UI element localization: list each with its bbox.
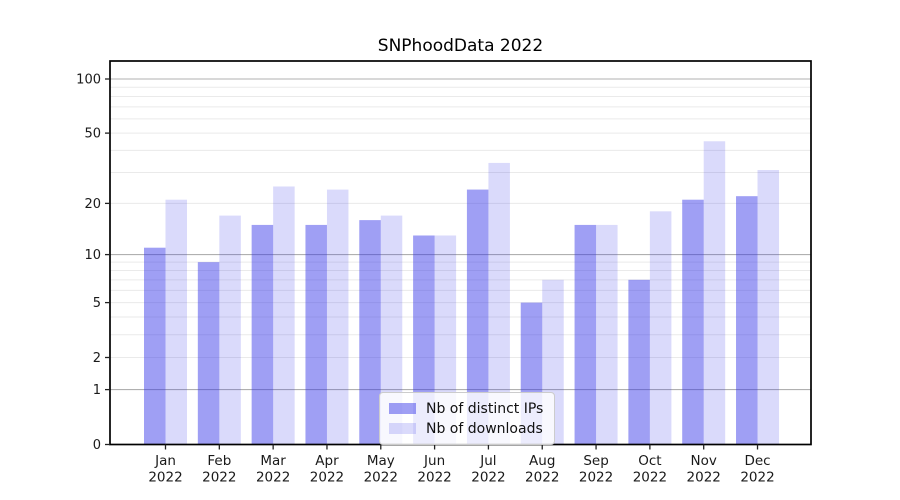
legend-label-distinct-ips: Nb of distinct IPs — [426, 400, 544, 417]
x-tick-label-year: 2022 — [256, 470, 290, 486]
y-tick-label: 1 — [93, 383, 101, 398]
major-gridlines — [110, 78, 811, 391]
x-tick-label-month: Jun — [423, 453, 445, 469]
y-tick-label: 100 — [76, 73, 101, 88]
y-tick-label: 2 — [93, 351, 101, 366]
x-tick-label-month: Mar — [260, 453, 286, 469]
bar-downloads — [219, 215, 241, 445]
minor-gridlines — [110, 86, 811, 358]
bar-downloads — [326, 189, 349, 445]
legend-swatch-distinct-ips-icon — [389, 403, 416, 414]
legend: Nb of distinct IPs Nb of downloads — [379, 392, 556, 445]
x-tick-label-year: 2022 — [687, 470, 721, 486]
bar-distinct-ips — [736, 196, 758, 445]
x-tick-label-month: Jan — [154, 453, 176, 469]
bar-distinct-ips — [197, 262, 220, 445]
x-tick-label-month: Feb — [207, 453, 231, 469]
bar-distinct-ips — [466, 189, 489, 445]
x-tick-label-year: 2022 — [579, 470, 613, 486]
x-tick-label-year: 2022 — [471, 470, 505, 486]
bar-downloads — [165, 199, 187, 445]
x-tick-label-year: 2022 — [417, 470, 451, 486]
x-tick-label-year: 2022 — [364, 470, 398, 486]
bar-downloads — [596, 224, 618, 445]
bar-downloads — [273, 186, 295, 445]
x-tick-label-year: 2022 — [310, 470, 344, 486]
x-tick-label-month: May — [367, 453, 395, 469]
y-tick-label: 10 — [84, 248, 101, 263]
legend-item-distinct-ips: Nb of distinct IPs — [389, 399, 543, 418]
x-tick-label-year: 2022 — [202, 470, 236, 486]
x-axis: Jan2022Feb2022Mar2022Apr2022May2022Jun20… — [148, 444, 775, 486]
bar-downloads — [757, 170, 780, 445]
x-tick-label-month: Aug — [529, 453, 555, 469]
bar-distinct-ips — [682, 199, 704, 445]
bar-distinct-ips — [628, 279, 650, 445]
y-tick-label: 20 — [84, 197, 101, 212]
x-tick-label-year: 2022 — [740, 470, 774, 486]
x-tick-label-month: Sep — [583, 453, 608, 469]
y-tick-label: 50 — [84, 127, 101, 142]
x-tick-label-month: Jul — [479, 453, 496, 469]
x-tick-label-year: 2022 — [633, 470, 667, 486]
bar-distinct-ips — [144, 247, 166, 445]
bar-distinct-ips — [359, 220, 381, 445]
legend-label-downloads: Nb of downloads — [426, 420, 543, 437]
x-tick-label-month: Oct — [638, 453, 661, 469]
series-downloads — [165, 141, 780, 445]
bar-downloads — [380, 215, 403, 445]
x-tick-label-month: Apr — [315, 453, 339, 469]
legend-swatch-downloads-icon — [389, 423, 416, 434]
bar-distinct-ips — [305, 224, 327, 445]
bar-downloads — [488, 162, 510, 445]
bar-distinct-ips — [574, 224, 597, 445]
bar-downloads — [703, 141, 726, 445]
legend-item-downloads: Nb of downloads — [389, 419, 543, 438]
chart-title: SNPhoodData 2022 — [377, 36, 544, 56]
x-tick-label-month: Dec — [744, 453, 770, 469]
y-tick-label: 0 — [93, 438, 101, 453]
x-tick-label-year: 2022 — [525, 470, 559, 486]
bar-distinct-ips — [251, 224, 274, 445]
x-tick-label-month: Nov — [691, 453, 717, 469]
bar-downloads — [649, 211, 672, 445]
x-tick-label-year: 2022 — [148, 470, 182, 486]
y-tick-label: 5 — [93, 296, 101, 311]
